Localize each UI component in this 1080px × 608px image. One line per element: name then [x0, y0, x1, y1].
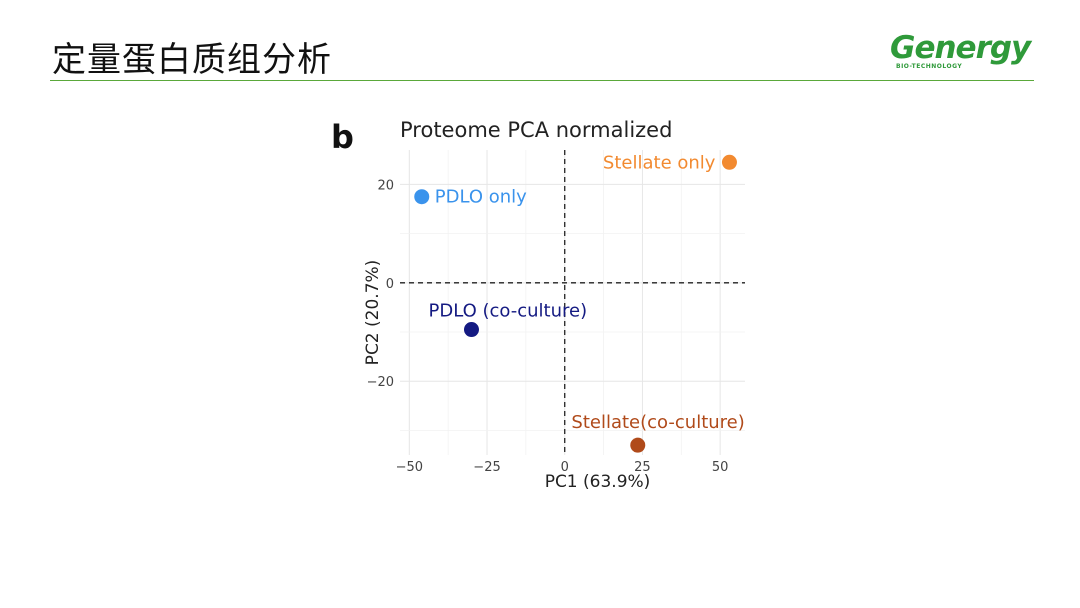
point-labels: PDLO only Stellate only PDLO (co-culture) S…: [428, 152, 744, 433]
logo-wordmark: Genergy: [890, 30, 1031, 66]
data-point: [414, 189, 430, 205]
company-logo: Genergy BIO-TECHNOLOGY: [890, 30, 1040, 74]
point-label: PDLO only: [435, 187, 527, 208]
chart-title: Proteome PCA normalized: [400, 118, 673, 142]
tick-labels: −50 −25 0 25 50 −20 0 20: [367, 178, 729, 475]
y-axis-label: PC2 (20.7%): [363, 260, 383, 366]
slide-title: 定量蛋白质组分析: [52, 40, 332, 80]
x-tick-label: −50: [396, 460, 423, 475]
x-tick-label: 50: [712, 460, 729, 475]
x-tick-label: 0: [561, 460, 569, 475]
data-points: [414, 154, 737, 453]
logo-subtext: BIO-TECHNOLOGY: [896, 63, 963, 70]
point-label: PDLO (co-culture): [428, 301, 587, 322]
data-point: [463, 322, 479, 338]
grid-layer: [400, 150, 745, 455]
panel-label: b: [331, 118, 354, 156]
data-point: [630, 437, 646, 453]
title-divider: [50, 80, 1034, 81]
point-label: Stellate only: [603, 152, 716, 173]
x-tick-label: −25: [473, 460, 500, 475]
x-tick-label: 25: [634, 460, 651, 475]
y-tick-label: −20: [367, 375, 394, 390]
x-axis-label: PC1 (63.9%): [545, 472, 651, 492]
point-label: Stellate(co-culture): [571, 412, 744, 433]
y-tick-label: 20: [377, 178, 394, 193]
y-tick-label: 0: [386, 277, 394, 292]
data-point: [721, 154, 737, 170]
reference-lines: [400, 150, 745, 455]
